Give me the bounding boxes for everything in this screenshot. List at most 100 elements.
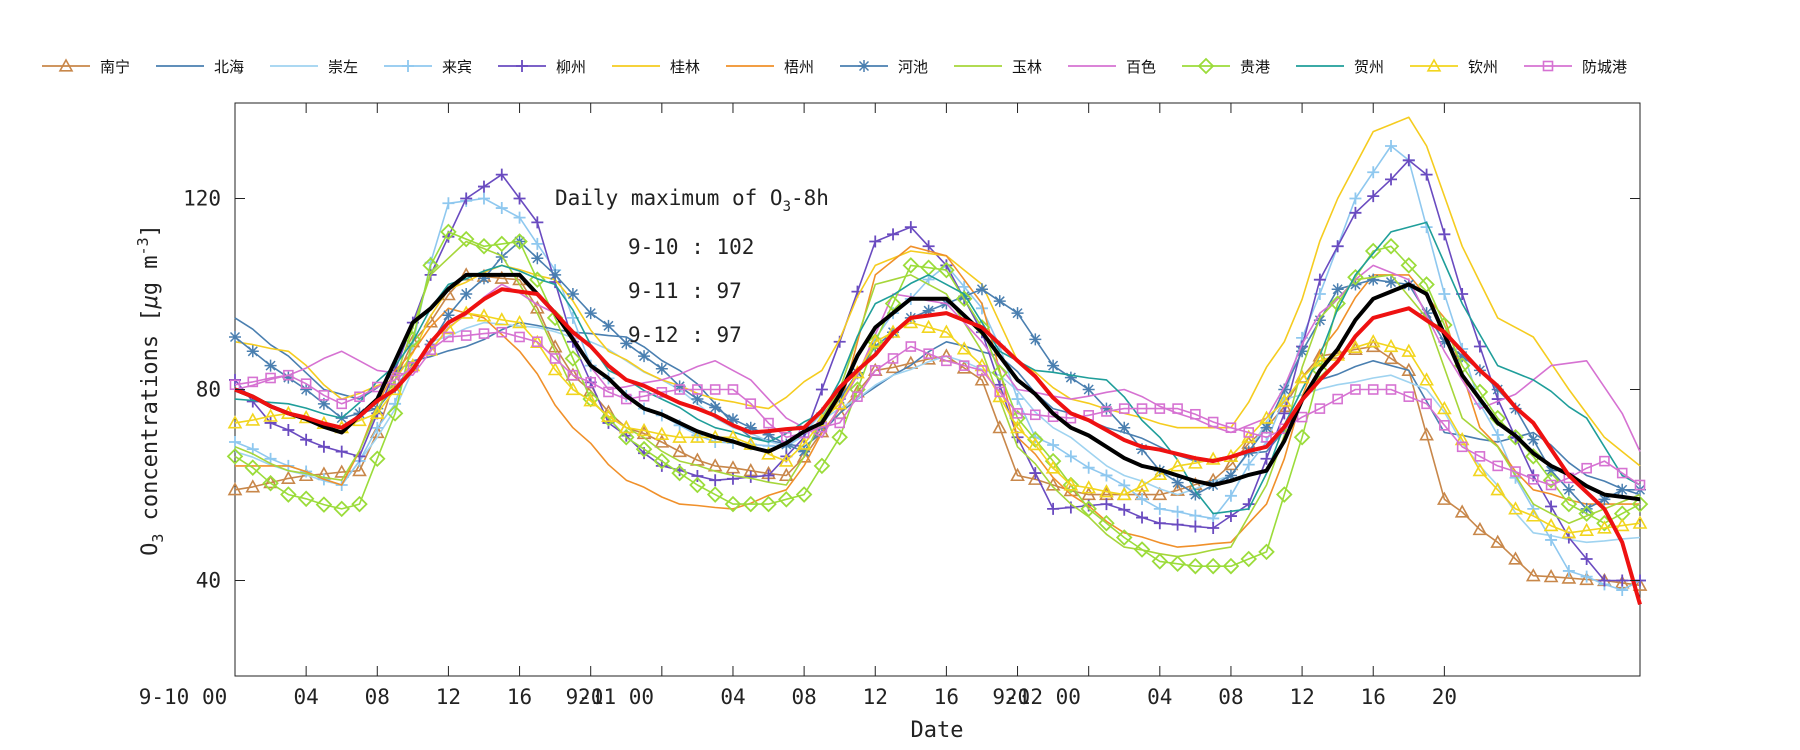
- series-13-point: [1385, 384, 1397, 395]
- series-13-point: [354, 391, 365, 403]
- series-7-point: [317, 397, 330, 410]
- series-10-point: [635, 440, 653, 458]
- series-13-point: [1243, 427, 1255, 438]
- series-12-point: [1472, 463, 1488, 477]
- series-12-point: [1276, 393, 1292, 407]
- series-14: [234, 272, 1641, 502]
- series-12-point: [1401, 343, 1417, 357]
- series-13-point: [496, 326, 508, 338]
- series-7-point: [566, 288, 579, 300]
- series-10-point: [1151, 553, 1169, 570]
- series-10-point: [1204, 557, 1222, 575]
- series-10-point: [795, 486, 813, 503]
- series-13-point: [1439, 420, 1450, 431]
- series-0-point: [956, 360, 972, 374]
- series-13-point: [1101, 406, 1112, 417]
- x-tick-label: 20: [1005, 685, 1030, 709]
- series-7-point: [762, 428, 775, 441]
- series-7-point: [1082, 383, 1095, 396]
- series-13-point: [443, 331, 454, 343]
- series-7-point: [282, 371, 295, 384]
- series-10-point: [315, 496, 333, 513]
- series-10-point: [1258, 543, 1275, 561]
- series-4-point: [1260, 452, 1273, 465]
- series-13-point: [976, 365, 988, 376]
- series-4-point: [1545, 500, 1558, 513]
- series-7-point: [620, 337, 633, 350]
- series-3-point: [229, 436, 241, 449]
- series-7-point: [655, 362, 668, 375]
- series-13-point: [1367, 384, 1379, 395]
- series-4-point: [477, 180, 490, 193]
- series-0-point: [992, 420, 1008, 434]
- series-0-point: [672, 443, 687, 458]
- series-12-point: [1027, 437, 1043, 451]
- series-13-point: [1350, 384, 1361, 395]
- series-10-point: [297, 490, 315, 508]
- annotation-line-2: 9-11 : 97: [628, 279, 742, 303]
- series-12-point: [369, 405, 385, 419]
- series-10-point: [1507, 428, 1524, 446]
- series-4-point: [1402, 154, 1415, 167]
- legend-item: 崇左: [270, 58, 358, 76]
- series-13-point: [283, 369, 294, 381]
- series-13-point: [603, 386, 614, 398]
- series-0-point: [352, 463, 367, 477]
- series-0-point: [227, 482, 243, 496]
- series-4-point: [1189, 520, 1202, 533]
- y-axis-label: O3 concentrations [μg m-3]: [134, 224, 167, 556]
- series-1: [234, 317, 1641, 496]
- x-tick-label: 20: [1432, 685, 1457, 709]
- series-7-point: [744, 421, 757, 434]
- series-1-line: [234, 317, 1641, 496]
- series-12-point: [1508, 501, 1523, 515]
- series-13-point: [318, 390, 330, 401]
- series-3-point: [1367, 166, 1380, 179]
- series-12-point: [832, 396, 848, 410]
- series-12-point: [1543, 518, 1559, 532]
- series-12-point: [1188, 455, 1203, 469]
- series-12-point: [512, 315, 527, 329]
- series-10-point: [742, 495, 760, 513]
- series-0-point: [1579, 571, 1595, 586]
- series-7-point: [584, 307, 597, 320]
- series-13: [229, 326, 1646, 491]
- series-12-point: [1099, 484, 1114, 498]
- legend-label: 贵港: [1240, 58, 1270, 76]
- series-13-point: [1332, 393, 1343, 405]
- series-10-point: [600, 409, 617, 427]
- series-4-point: [335, 445, 348, 458]
- series-3-point: [371, 421, 384, 434]
- series-10-point: [760, 495, 777, 513]
- series-7-point: [1367, 273, 1380, 286]
- series-10-point: [1027, 431, 1044, 448]
- series-7-point: [1527, 433, 1540, 446]
- legend-item: 百色: [1068, 58, 1156, 76]
- legend-item: 桂林: [612, 58, 700, 76]
- series-0-point: [263, 474, 278, 489]
- series-13-point: [1225, 422, 1237, 434]
- series-3-point: [1082, 461, 1095, 474]
- series-12-point: [263, 408, 278, 422]
- series-4-point: [1100, 498, 1113, 511]
- series-3-point: [531, 237, 544, 250]
- series-7-point: [691, 393, 704, 406]
- series-10-point: [280, 486, 297, 503]
- legend-item: 河池: [840, 58, 928, 76]
- series-0-point: [1543, 569, 1559, 583]
- series-3-point: [1064, 450, 1077, 463]
- series-3-point: [1011, 393, 1024, 406]
- series-7-point: [264, 359, 277, 372]
- series-13-point: [709, 384, 721, 395]
- series-3-point: [1171, 505, 1184, 518]
- series-15-line: [234, 287, 1642, 605]
- series-10-point: [653, 452, 671, 470]
- series-13-point: [905, 341, 917, 352]
- legend-label: 贺州: [1354, 58, 1384, 76]
- series-10-point: [386, 405, 404, 422]
- series-3-point: [1438, 288, 1451, 300]
- x-tick-label: 16: [507, 685, 532, 709]
- series-10-point: [1578, 505, 1595, 522]
- legend-swatch-marker: [858, 60, 870, 72]
